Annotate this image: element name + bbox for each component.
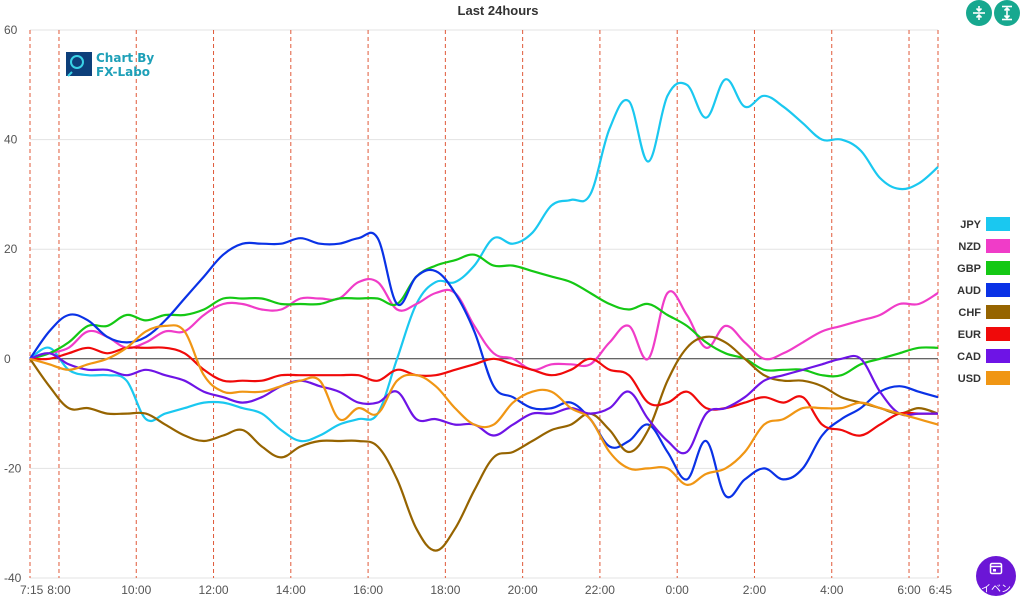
y-tick-label: 0 (4, 352, 11, 366)
x-tick-label: 16:00 (353, 583, 383, 597)
x-axis-ticks: 7:15 8:00 10:00 12:00 14:00 16:00 18:00 20:00 22… (20, 583, 952, 597)
legend-swatch-aud[interactable] (986, 283, 1010, 297)
event-button-label: イベン (981, 584, 1011, 595)
legend-swatch-eur[interactable] (986, 327, 1010, 341)
y-tick-label: -40 (4, 571, 22, 585)
series-line-aud (29, 231, 939, 499)
series-line-chf (29, 335, 939, 552)
series-line-cad (29, 352, 938, 455)
series-line-gbp (29, 253, 939, 378)
legend-swatch-chf[interactable] (986, 305, 1010, 319)
x-tick-label: 20:00 (508, 583, 538, 597)
time-markers (29, 30, 939, 578)
legend-label-eur[interactable]: EUR (958, 329, 981, 341)
logo-line-2: FX-Labo (96, 65, 150, 79)
expand-icon (1002, 5, 1012, 21)
event-button[interactable]: イベン (976, 556, 1016, 596)
y-tick-label: -20 (4, 461, 22, 475)
y-axis-ticks: -40 -20 0 20 40 60 (4, 23, 22, 585)
grid (30, 29, 938, 579)
series-line-eur (29, 346, 938, 437)
logo-line-1: Chart By (96, 51, 154, 65)
compress-view-button[interactable] (966, 0, 992, 26)
x-tick-label: 22:00 (585, 583, 615, 597)
legend-label-usd[interactable]: USD (958, 373, 981, 385)
expand-view-button[interactable] (994, 0, 1020, 26)
y-tick-label: 60 (4, 23, 18, 37)
legend-label-jpy[interactable]: JPY (960, 219, 981, 231)
series-line-jpy (29, 78, 939, 443)
legend[interactable]: JPY NZD GBP AUD CHF EUR CAD USD (957, 217, 1010, 385)
x-tick-label: 8:00 (47, 583, 71, 597)
y-tick-label: 20 (4, 242, 18, 256)
chart-title: Last 24hours (458, 3, 539, 18)
series-lines (29, 78, 939, 552)
x-tick-label: 18:00 (430, 583, 460, 597)
x-tick-label: 14:00 (276, 583, 306, 597)
series-line-usd (29, 324, 939, 486)
x-tick-label: 6:00 (897, 583, 921, 597)
legend-label-aud[interactable]: AUD (957, 285, 981, 297)
x-tick-label: 4:00 (820, 583, 844, 597)
x-tick-label: 7:15 (20, 583, 44, 597)
magnifier-icon (70, 55, 84, 69)
x-tick-label: 10:00 (121, 583, 151, 597)
legend-label-chf[interactable]: CHF (958, 307, 981, 319)
fx-labo-logo: Chart By FX-Labo (66, 51, 154, 79)
legend-swatch-gbp[interactable] (986, 261, 1010, 275)
legend-label-nzd[interactable]: NZD (958, 241, 981, 253)
series-line-nzd (29, 278, 939, 371)
calendar-icon (989, 562, 1003, 575)
compress-icon (973, 6, 985, 20)
x-tick-label: 0:00 (666, 583, 690, 597)
x-tick-label: 12:00 (199, 583, 229, 597)
legend-label-cad[interactable]: CAD (957, 351, 981, 363)
x-tick-label: 6:45 (929, 583, 953, 597)
legend-swatch-usd[interactable] (986, 371, 1010, 385)
legend-label-gbp[interactable]: GBP (957, 263, 981, 275)
legend-swatch-jpy[interactable] (986, 217, 1010, 231)
x-tick-label: 2:00 (743, 583, 767, 597)
legend-swatch-nzd[interactable] (986, 239, 1010, 253)
legend-swatch-cad[interactable] (986, 349, 1010, 363)
y-tick-label: 40 (4, 133, 18, 147)
